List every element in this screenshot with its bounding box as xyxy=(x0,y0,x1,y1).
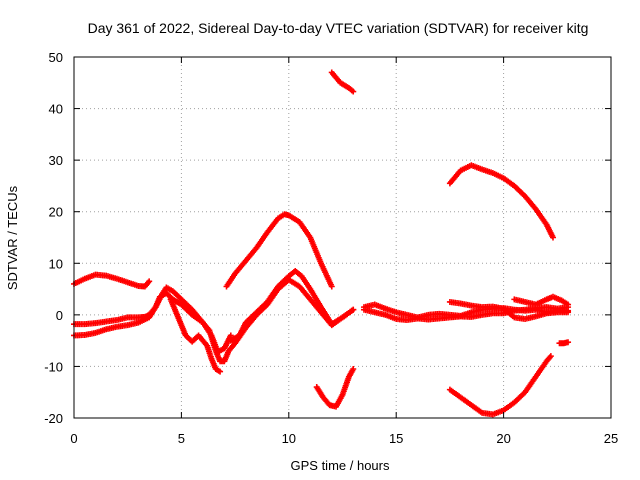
y-tick-label: -20 xyxy=(44,411,63,426)
x-tick-label: 10 xyxy=(282,431,296,446)
series-arc-a xyxy=(71,271,153,290)
series-arc-m xyxy=(446,162,557,241)
series-arc-f xyxy=(223,211,335,290)
series-arc-k xyxy=(446,298,572,322)
data-point xyxy=(146,278,153,285)
data-point xyxy=(565,339,572,346)
data-series xyxy=(71,69,572,418)
x-tick-label: 20 xyxy=(496,431,510,446)
x-tick-label: 15 xyxy=(389,431,403,446)
data-point xyxy=(550,234,557,241)
x-tick-label: 0 xyxy=(70,431,77,446)
series-arc-d xyxy=(167,296,224,375)
series-arc-g xyxy=(328,69,357,95)
series-arc-o xyxy=(556,339,572,347)
data-point xyxy=(547,353,554,360)
series-arc-l xyxy=(511,293,572,308)
y-tick-label: 50 xyxy=(49,50,63,65)
x-tick-label: 5 xyxy=(178,431,185,446)
data-point xyxy=(565,301,572,308)
y-axis-label: SDTVAR / TECUs xyxy=(5,185,20,290)
axes: 0 5 10 15 20 25 -20 -10 0 10 20 30 40 50 xyxy=(44,50,618,446)
y-tick-label: -10 xyxy=(44,359,63,374)
data-point xyxy=(565,309,572,316)
series-arc-h xyxy=(313,366,357,410)
data-point xyxy=(350,306,357,313)
grid xyxy=(74,57,611,418)
plot-frame xyxy=(73,56,612,419)
x-axis-label: GPS time / hours xyxy=(291,458,390,473)
y-tick-label: 30 xyxy=(49,153,63,168)
data-point xyxy=(227,332,234,339)
data-point xyxy=(328,283,335,290)
series-arc-b xyxy=(71,284,234,355)
data-point xyxy=(217,368,224,375)
y-tick-label: 40 xyxy=(49,102,63,117)
x-tick-label: 25 xyxy=(604,431,618,446)
series-arc-n xyxy=(446,353,554,418)
chart-title: Day 361 of 2022, Sidereal Day-to-day VTE… xyxy=(88,20,589,36)
y-tick-label: 20 xyxy=(49,205,63,220)
series-arc-e xyxy=(227,268,357,344)
y-tick-label: 0 xyxy=(56,308,63,323)
data-point xyxy=(350,88,357,95)
y-tick-label: 10 xyxy=(49,256,63,271)
data-point xyxy=(350,366,357,373)
